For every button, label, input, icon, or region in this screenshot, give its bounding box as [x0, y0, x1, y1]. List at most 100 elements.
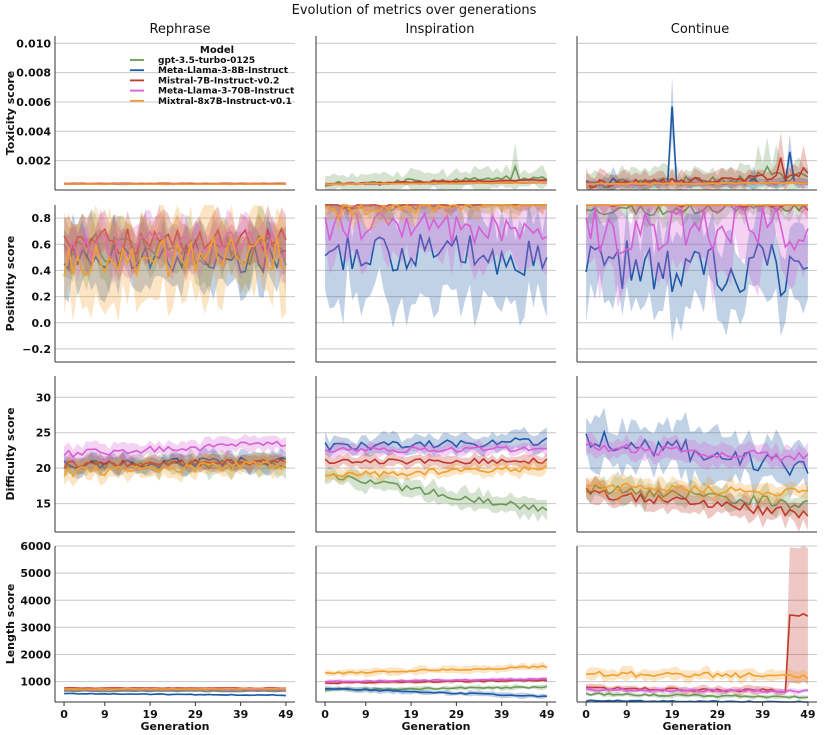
line-gpt-3-5-turbo-0125: [585, 483, 809, 510]
line-mistral-7b-instruct-v0-2: [325, 679, 548, 685]
line-mixtral-8x7b-instruct-v0-1: [585, 482, 809, 497]
line-mixtral-8x7b-instruct-v0-1: [63, 460, 287, 478]
panel-length-inspiration: 0 9 19 29 39 49 Generation: [315, 545, 556, 733]
xtick-label: 39: [494, 708, 509, 721]
xtick-label: 49: [800, 708, 815, 721]
line-gpt-3-5-turbo-0125: [585, 692, 808, 699]
ylabel-toxicity: Toxicity score: [4, 71, 17, 156]
band-gpt-3-5-turbo-0125: [64, 447, 286, 481]
line-mixtral-8x7b-instruct-v0-1: [325, 181, 547, 186]
line-mixtral-8x7b-instruct-v0-1: [325, 665, 548, 675]
ytick-label: 0.0: [32, 317, 52, 330]
xtick-label: 19: [403, 708, 418, 721]
ytick-label: 1000: [20, 676, 51, 689]
xtick-label: 29: [449, 708, 464, 721]
xtick-label: 9: [362, 708, 370, 721]
xtick-label: 29: [710, 708, 725, 721]
xtick-label: 39: [755, 708, 770, 721]
line-gpt-3-5-turbo-0125: [585, 164, 809, 188]
legend-entry-meta-llama-3-70b-instruct: Meta-Llama-3-70B-Instruct: [158, 87, 295, 97]
band-mistral-7b-instruct-v0-2: [325, 452, 547, 472]
panel-toxicity-inspiration: Inspiration: [315, 22, 556, 191]
ytick-label: 5000: [20, 567, 51, 580]
line-mistral-7b-instruct-v0-2: [585, 157, 809, 189]
band-gpt-3-5-turbo-0125: [586, 205, 808, 229]
column-title-continue: Continue: [671, 22, 729, 37]
band-meta-llama-3-8b-instruct: [325, 205, 547, 329]
line-meta-llama-3-8b-instruct: [325, 687, 547, 698]
band-mixtral-8x7b-instruct-v0-1: [325, 205, 547, 233]
line-meta-llama-3-8b-instruct: [585, 240, 809, 298]
ytick-label: 0.8: [32, 212, 52, 225]
line-mixtral-8x7b-instruct-v0-1: [63, 235, 287, 277]
panel-toxicity-rephrase: 0.002 0.004 0.006 0.008 0.010 Rephrase: [16, 22, 295, 191]
legend-entry-mixtral-8x7b-instruct-v0-1: Mixtral-8x7B-Instruct-v0.1: [158, 97, 292, 107]
line-meta-llama-3-70b-instruct: [585, 204, 809, 256]
xlabel: Generation: [140, 720, 209, 733]
xtick-label: 0: [321, 708, 329, 721]
panel-difficulty-rephrase: 15 20 25 30: [36, 376, 295, 533]
line-mistral-7b-instruct-v0-2: [585, 487, 809, 519]
column-title-inspiration: Inspiration: [406, 22, 475, 37]
line-mixtral-8x7b-instruct-v0-1: [586, 181, 808, 186]
ytick-label: 0.002: [16, 155, 51, 168]
ytick-label: 15: [36, 498, 51, 511]
ytick-label: 30: [36, 391, 52, 404]
legend-entry-mistral-7b-instruct-v0-2: Mistral-7B-Instruct-v0.2: [158, 76, 279, 86]
xlabel: Generation: [401, 720, 470, 733]
ylabel-difficulty: Difficulty score: [4, 407, 17, 500]
xtick-label: 19: [142, 708, 157, 721]
column-title-rephrase: Rephrase: [149, 22, 210, 37]
line-meta-llama-3-70b-instruct: [585, 441, 809, 463]
legend-entry-gpt-3-5-turbo-0125: gpt-3.5-turbo-0125: [158, 56, 255, 66]
band-meta-llama-3-8b-instruct: [586, 205, 808, 341]
line-meta-llama-3-70b-instruct: [324, 209, 548, 247]
ylabel-length: Length score: [4, 584, 17, 665]
line-mistral-7b-instruct-v0-2: [63, 227, 287, 256]
band-meta-llama-3-8b-instruct: [64, 446, 286, 480]
line-meta-llama-3-70b-instruct: [324, 677, 547, 683]
band-mistral-7b-instruct-v0-2: [325, 177, 547, 187]
line-meta-llama-3-70b-instruct: [324, 445, 548, 454]
xtick-label: 29: [188, 708, 203, 721]
legend-entry-meta-llama-3-8b-instruct: Meta-Llama-3-8B-Instruct: [158, 66, 289, 76]
ytick-label: 20: [36, 462, 52, 475]
line-gpt-3-5-turbo-0125: [325, 472, 548, 513]
line-mixtral-8x7b-instruct-v0-1: [325, 464, 548, 478]
ytick-label: 0.006: [16, 96, 51, 109]
panel-positivity-inspiration: [315, 203, 556, 363]
xtick-label: 49: [278, 708, 293, 721]
line-mistral-7b-instruct-v0-2: [63, 458, 287, 469]
xtick-label: 9: [101, 708, 109, 721]
panel-toxicity-continue: Continue: [576, 22, 817, 191]
band-meta-llama-3-70b-instruct: [586, 431, 808, 471]
ytick-label: 6000: [20, 540, 51, 553]
ytick-label: 0.010: [16, 37, 51, 50]
xtick-label: 9: [623, 708, 631, 721]
xtick-label: 49: [539, 708, 554, 721]
band-mixtral-8x7b-instruct-v0-1: [586, 473, 808, 507]
ytick-label: 2000: [20, 649, 51, 662]
xtick-label: 0: [60, 708, 68, 721]
xtick-label: 39: [233, 708, 248, 721]
panel-length-rephrase: 1000 2000 3000 4000 5000 6000 0 9 19 29 39 49 Genera…: [20, 540, 295, 733]
panel-length-continue: 0 9 19 29 39 49 Generation: [576, 545, 817, 733]
xtick-label: 0: [582, 708, 590, 721]
line-mixtral-8x7b-instruct-v0-1: [64, 687, 286, 691]
ytick-label: 0.6: [32, 238, 52, 251]
line-meta-llama-3-8b-instruct: [324, 437, 548, 452]
line-meta-llama-3-70b-instruct: [63, 440, 287, 459]
band-mixtral-8x7b-instruct-v0-1: [64, 450, 286, 487]
band-mixtral-8x7b-instruct-v0-1: [325, 661, 547, 678]
ytick-label: −0.2: [22, 343, 51, 356]
panel-positivity-continue: [576, 203, 817, 363]
ylabel-positivity: Positivity score: [4, 236, 17, 332]
band-meta-llama-3-8b-instruct: [325, 426, 547, 458]
panel-difficulty-continue: [576, 376, 817, 533]
band-gpt-3-5-turbo-0125: [325, 143, 547, 190]
ytick-label: 0.4: [32, 264, 52, 277]
ytick-label: 0.2: [32, 291, 52, 304]
line-meta-llama-3-8b-instruct: [64, 692, 286, 697]
